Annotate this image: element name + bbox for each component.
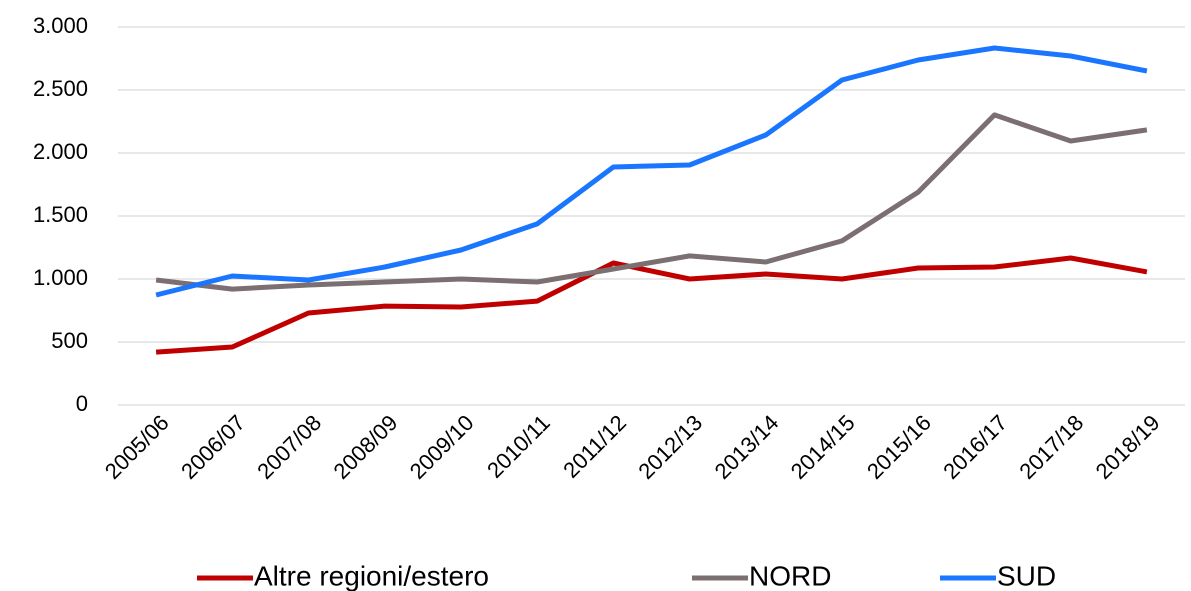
legend-label: NORD — [749, 560, 831, 591]
legend-label: Altre regioni/estero — [254, 560, 489, 591]
x-tick-label: 2017/18 — [1014, 410, 1088, 484]
x-tick-label: 2009/10 — [405, 410, 479, 484]
x-tick-label: 2016/17 — [938, 410, 1012, 484]
y-tick-label: 1.500 — [33, 202, 88, 227]
series-line — [155, 45, 1148, 298]
x-tick-label: 2005/06 — [100, 410, 174, 484]
x-tick-label: 2007/08 — [252, 410, 326, 484]
x-tick-label: 2011/12 — [558, 410, 631, 483]
y-tick-label: 0 — [76, 391, 88, 416]
y-tick-label: 2.000 — [33, 139, 88, 164]
series-line — [155, 112, 1148, 292]
x-tick-label: 2006/07 — [176, 410, 250, 484]
y-tick-label: 500 — [51, 328, 88, 353]
x-tick-label: 2018/19 — [1091, 410, 1165, 484]
y-tick-label: 3.000 — [33, 13, 88, 38]
x-tick-label: 2013/14 — [710, 410, 784, 484]
legend-label: SUD — [997, 560, 1056, 591]
x-tick-label: 2012/13 — [633, 410, 707, 484]
series-line — [155, 255, 1148, 355]
x-tick-label: 2014/15 — [786, 410, 860, 484]
y-tick-label: 2.500 — [33, 76, 88, 101]
x-tick-label: 2010/11 — [482, 410, 555, 483]
y-tick-label: 1.000 — [33, 265, 88, 290]
x-tick-label: 2008/09 — [328, 410, 402, 484]
x-tick-label: 2015/16 — [862, 410, 936, 484]
